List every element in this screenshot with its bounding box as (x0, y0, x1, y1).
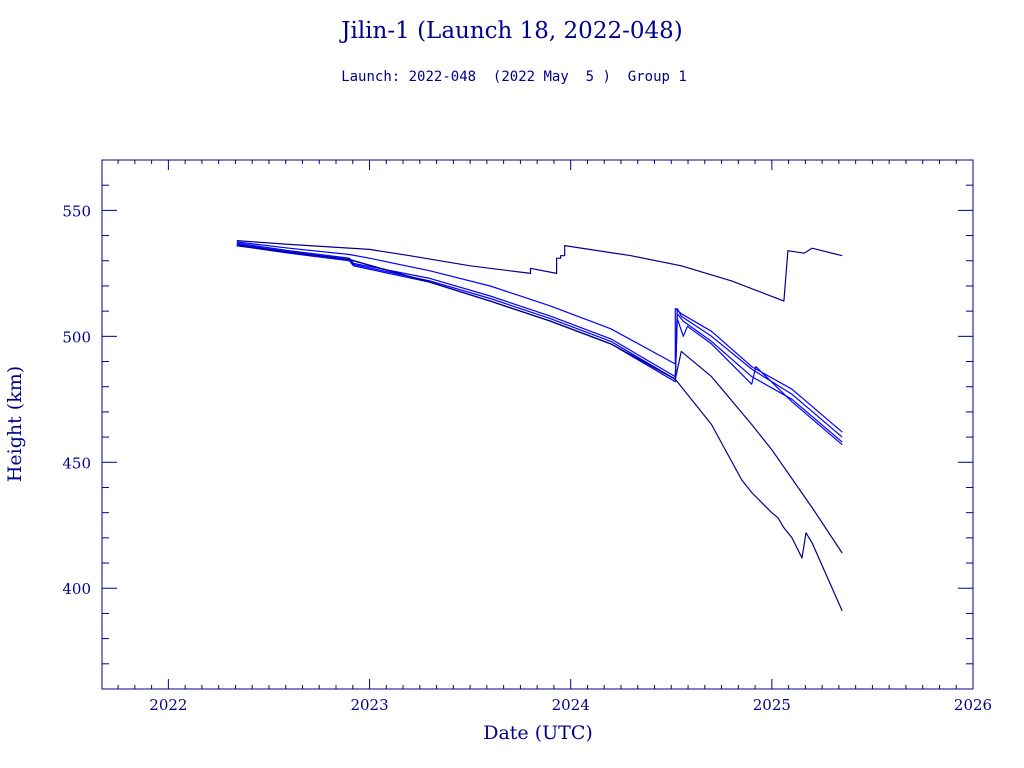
x-tick-label: 2022 (149, 696, 187, 714)
x-axis-label: Date (UTC) (483, 722, 593, 744)
series-line (236, 242, 843, 438)
series-line (236, 245, 843, 612)
y-tick-label: 550 (62, 202, 91, 220)
y-tick-label: 400 (62, 580, 91, 598)
x-tick-label: 2024 (552, 696, 590, 714)
axis-tick-labels: 2022 2023 2024 2025 2026 400 450 500 550 (62, 202, 992, 714)
series-line (236, 243, 843, 443)
chart-title: Jilin-1 (Launch 18, 2022-048) (339, 18, 682, 44)
y-axis-label: Height (km) (4, 366, 26, 482)
plot-frame (101, 159, 974, 690)
x-tick-label: 2023 (350, 696, 388, 714)
series-line (236, 245, 843, 554)
series-layer (236, 240, 843, 612)
series-line (236, 240, 843, 302)
x-tick-label: 2026 (954, 696, 992, 714)
series-line (236, 245, 843, 446)
chart-subtitle: Launch: 2022-048 (2022 May 5 ) Group 1 (341, 69, 687, 85)
y-tick-label: 450 (62, 454, 91, 472)
x-tick-label: 2025 (753, 696, 791, 714)
series-line (236, 241, 843, 433)
axis-ticks (102, 159, 974, 690)
y-tick-label: 500 (62, 328, 91, 346)
